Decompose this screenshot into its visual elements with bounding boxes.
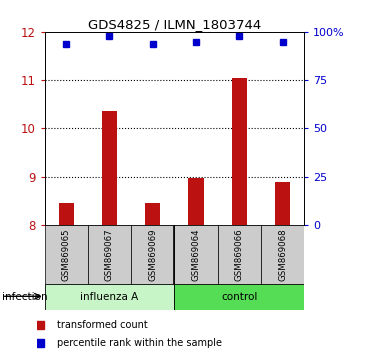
Text: GSM869064: GSM869064 <box>191 229 200 281</box>
Bar <box>131 225 174 285</box>
Text: percentile rank within the sample: percentile rank within the sample <box>57 338 222 348</box>
Bar <box>174 284 304 310</box>
Title: GDS4825 / ILMN_1803744: GDS4825 / ILMN_1803744 <box>88 18 261 31</box>
Bar <box>45 284 174 310</box>
Text: control: control <box>221 292 257 302</box>
Text: GSM869068: GSM869068 <box>278 229 287 281</box>
Bar <box>232 78 247 225</box>
Bar <box>174 225 218 285</box>
Text: influenza A: influenza A <box>80 292 139 302</box>
Text: GSM869067: GSM869067 <box>105 229 114 281</box>
Bar <box>275 182 290 225</box>
Text: transformed count: transformed count <box>57 320 147 330</box>
Bar <box>261 225 304 285</box>
Bar <box>59 203 74 225</box>
Text: GSM869069: GSM869069 <box>148 229 157 281</box>
Text: GSM869065: GSM869065 <box>62 229 70 281</box>
Bar <box>102 112 117 225</box>
Bar <box>145 203 160 225</box>
Text: GSM869066: GSM869066 <box>235 229 244 281</box>
Bar <box>88 225 131 285</box>
Bar <box>188 177 204 225</box>
Bar <box>218 225 261 285</box>
Bar <box>45 225 88 285</box>
Text: infection: infection <box>2 292 47 302</box>
